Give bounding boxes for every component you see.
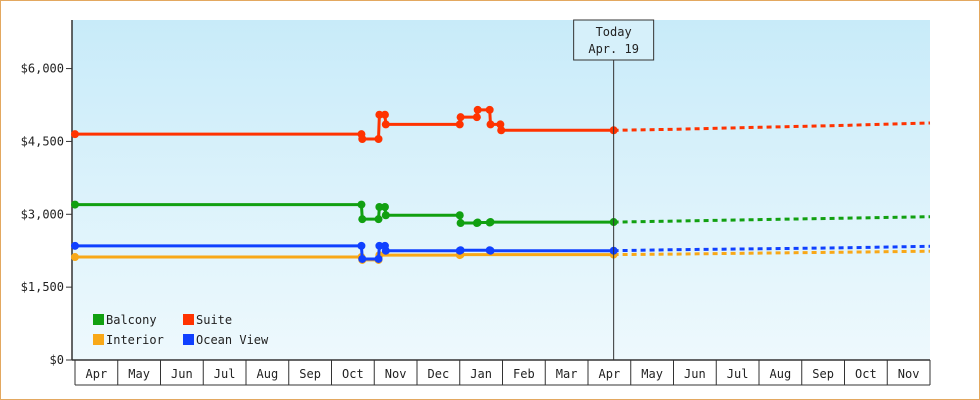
x-tick-label: Apr <box>86 367 108 381</box>
data-point-balcony <box>374 215 383 224</box>
y-tick-label: $6,000 <box>21 62 64 76</box>
data-point-ocean-view <box>381 246 390 255</box>
y-tick-label: $0 <box>50 353 64 367</box>
series-projection-ocean-view <box>613 244 931 253</box>
data-point-ocean-view <box>456 246 465 255</box>
data-point-balcony <box>455 211 464 220</box>
legend-label-suite: Suite <box>196 313 232 327</box>
data-point-suite <box>358 135 367 143</box>
data-point-balcony <box>375 203 384 211</box>
series-layer <box>71 105 931 264</box>
data-point-suite <box>472 113 481 122</box>
data-point-ocean-view <box>357 241 366 250</box>
x-tick-label: Oct <box>855 367 877 381</box>
data-point-suite <box>455 120 464 129</box>
today-marker: Today Apr. 19 <box>573 19 655 360</box>
x-tick-label: Feb <box>513 367 535 381</box>
legend-swatch-suite <box>183 314 194 325</box>
today-label: Apr. 19 <box>588 42 639 56</box>
data-point-balcony <box>358 215 367 224</box>
legend-swatch-ocean-view <box>183 334 194 345</box>
today-box <box>573 19 655 61</box>
data-point-balcony <box>357 200 366 209</box>
data-point-suite <box>375 110 384 119</box>
x-tick-label: Mar <box>556 367 578 381</box>
x-tick-label: Dec <box>428 367 450 381</box>
data-point-balcony <box>486 218 495 227</box>
y-tick-label: $1,500 <box>21 280 64 294</box>
legend-label-ocean-view: Ocean View <box>196 333 269 347</box>
data-point-ocean-view <box>375 241 384 250</box>
x-tick-label: Nov <box>385 367 407 381</box>
x-axis: Apr May Jun Jul Aug Sep Oct Nov Dec Jan Feb Mar Apr M… <box>72 359 931 386</box>
y-tick-label: $4,500 <box>21 134 64 148</box>
legend-label-interior: Interior <box>106 333 164 347</box>
data-point-balcony <box>456 219 465 228</box>
data-point-suite <box>497 126 506 135</box>
legend-swatch-interior <box>93 334 104 345</box>
data-point-suite <box>380 110 389 119</box>
data-point-suite <box>486 120 495 129</box>
y-axis: $0 $1,500 $3,000 $4,500 $6,000 <box>21 20 73 367</box>
series-projection-suite <box>613 121 931 132</box>
data-point-suite <box>374 135 383 143</box>
x-tick-label: Jun <box>684 367 706 381</box>
legend-label-balcony: Balcony <box>106 313 157 327</box>
data-point-balcony <box>473 218 482 227</box>
data-point-suite <box>71 130 79 139</box>
series-projection-balcony <box>613 215 931 224</box>
data-point-interior <box>71 253 79 262</box>
x-tick-label: Apr <box>599 367 621 381</box>
today-label: Today <box>596 25 632 39</box>
x-tick-label: Nov <box>898 367 920 381</box>
data-point-suite <box>473 105 482 114</box>
x-tick-label: Jun <box>171 367 193 381</box>
data-point-balcony <box>381 211 390 220</box>
legend-swatch-balcony <box>93 314 104 325</box>
x-tick-label: Jul <box>214 367 236 381</box>
x-tick-label: Sep <box>812 367 834 381</box>
data-point-suite <box>456 113 465 122</box>
data-point-balcony <box>380 203 389 211</box>
x-tick-label: Sep <box>299 367 321 381</box>
x-tick-label: Oct <box>342 367 364 381</box>
plot-background <box>72 20 930 360</box>
legend: Balcony Suite Interior Ocean View <box>93 313 269 347</box>
x-tick-label: Jan <box>470 367 492 381</box>
data-point-suite <box>485 105 494 114</box>
x-tick-label: Jul <box>727 367 749 381</box>
data-point-balcony <box>71 200 79 209</box>
series-projection-interior <box>613 249 931 257</box>
data-point-ocean-view <box>358 254 367 263</box>
data-point-suite <box>381 120 390 129</box>
x-tick-label: May <box>128 367 150 381</box>
data-point-ocean-view <box>486 246 495 255</box>
x-tick-label: May <box>641 367 663 381</box>
x-tick-label: Aug <box>257 367 279 381</box>
data-point-ocean-view <box>71 241 79 250</box>
x-tick-label: Aug <box>770 367 792 381</box>
data-point-ocean-view <box>374 254 383 263</box>
y-tick-label: $3,000 <box>21 207 64 221</box>
